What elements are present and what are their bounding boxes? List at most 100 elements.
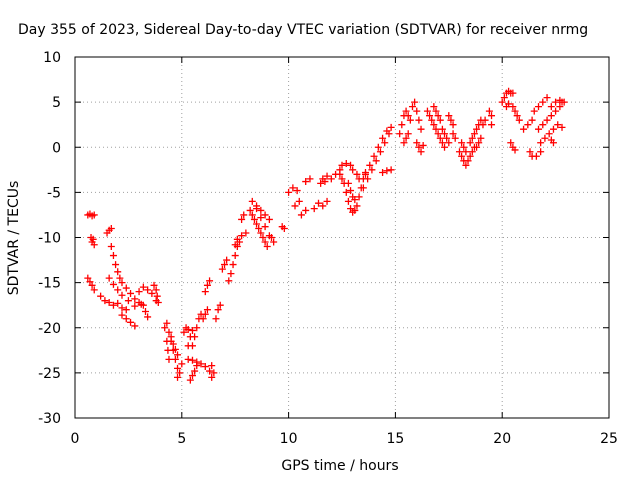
data-point bbox=[199, 315, 207, 323]
data-point bbox=[270, 238, 278, 246]
data-point bbox=[186, 333, 194, 341]
data-point bbox=[488, 112, 496, 120]
data-point bbox=[180, 328, 188, 336]
data-point bbox=[265, 215, 273, 223]
data-point bbox=[201, 363, 209, 371]
data-point bbox=[238, 215, 246, 223]
data-point bbox=[193, 324, 201, 332]
data-point bbox=[291, 202, 299, 210]
x-tick-label: 10 bbox=[280, 431, 298, 447]
data-point bbox=[434, 112, 442, 120]
data-point bbox=[317, 179, 325, 187]
data-point bbox=[118, 304, 126, 312]
data-point bbox=[434, 130, 442, 138]
data-point bbox=[89, 235, 97, 243]
data-point bbox=[154, 298, 162, 306]
data-point bbox=[246, 206, 254, 214]
data-point bbox=[413, 139, 421, 147]
data-point bbox=[174, 364, 182, 372]
data-point bbox=[481, 116, 489, 124]
y-tick-label: 10 bbox=[43, 50, 61, 66]
data-point bbox=[543, 94, 551, 102]
data-point bbox=[449, 130, 457, 138]
x-tick-label: 25 bbox=[600, 431, 618, 447]
data-point bbox=[509, 103, 517, 111]
data-point bbox=[447, 116, 455, 124]
data-point bbox=[176, 369, 184, 377]
data-point bbox=[355, 193, 363, 201]
data-point bbox=[112, 261, 120, 269]
data-point bbox=[451, 134, 459, 142]
data-point bbox=[347, 187, 355, 195]
data-point bbox=[293, 187, 301, 195]
data-point bbox=[109, 252, 117, 260]
data-point bbox=[144, 313, 152, 321]
data-point bbox=[86, 278, 94, 286]
data-point bbox=[374, 143, 382, 151]
data-point bbox=[97, 292, 105, 300]
data-point bbox=[285, 188, 293, 196]
data-point bbox=[547, 112, 555, 120]
data-point bbox=[477, 134, 485, 142]
data-point bbox=[315, 199, 323, 207]
data-point bbox=[131, 322, 139, 330]
data-point bbox=[408, 103, 416, 111]
data-point bbox=[513, 112, 521, 120]
data-point bbox=[280, 224, 288, 232]
data-point bbox=[141, 308, 149, 316]
data-point bbox=[368, 166, 376, 174]
data-point bbox=[131, 302, 139, 310]
data-point bbox=[225, 277, 233, 285]
data-point bbox=[101, 297, 109, 305]
data-point bbox=[109, 280, 117, 288]
data-point bbox=[257, 229, 265, 237]
data-point bbox=[415, 143, 423, 151]
data-point bbox=[231, 252, 239, 260]
y-tick-label: -5 bbox=[47, 185, 61, 201]
data-point bbox=[212, 315, 220, 323]
data-point bbox=[191, 367, 199, 375]
data-point bbox=[188, 372, 196, 380]
x-tick-label: 15 bbox=[386, 431, 404, 447]
data-point bbox=[327, 175, 335, 183]
data-point bbox=[464, 157, 472, 165]
data-point bbox=[218, 265, 226, 273]
x-tick-label: 20 bbox=[493, 431, 511, 447]
data-point bbox=[479, 121, 487, 129]
data-point bbox=[415, 116, 423, 124]
data-point bbox=[466, 152, 474, 160]
axis-ticks: 0 5 10 15 20 25 -30 -25 -20 -15 -10 -5 0 5 10 bbox=[38, 50, 618, 447]
data-point bbox=[259, 234, 267, 241]
data-point bbox=[549, 125, 557, 133]
data-point bbox=[174, 373, 182, 381]
data-point bbox=[462, 161, 470, 169]
data-point bbox=[342, 159, 350, 167]
data-point bbox=[118, 311, 126, 319]
data-point bbox=[473, 125, 481, 133]
data-point bbox=[554, 121, 562, 129]
data-point bbox=[186, 376, 194, 384]
data-point bbox=[372, 157, 380, 165]
data-point bbox=[547, 103, 555, 111]
data-point bbox=[302, 206, 310, 214]
data-point bbox=[188, 326, 196, 334]
data-point bbox=[468, 134, 476, 142]
data-point bbox=[323, 172, 331, 180]
data-point bbox=[541, 134, 549, 142]
data-point bbox=[383, 167, 391, 175]
data-point bbox=[163, 319, 171, 327]
data-point bbox=[257, 206, 265, 214]
data-point bbox=[229, 261, 237, 269]
data-point bbox=[105, 298, 113, 306]
data-point bbox=[404, 130, 412, 138]
data-point bbox=[511, 146, 519, 154]
x-tick-label: 5 bbox=[177, 431, 186, 447]
data-point bbox=[171, 355, 179, 363]
data-point bbox=[261, 238, 269, 246]
data-point bbox=[118, 291, 126, 299]
data-point bbox=[197, 360, 205, 368]
data-point bbox=[347, 205, 355, 213]
data-point bbox=[488, 121, 496, 129]
data-point bbox=[552, 107, 560, 115]
data-point bbox=[257, 214, 265, 222]
